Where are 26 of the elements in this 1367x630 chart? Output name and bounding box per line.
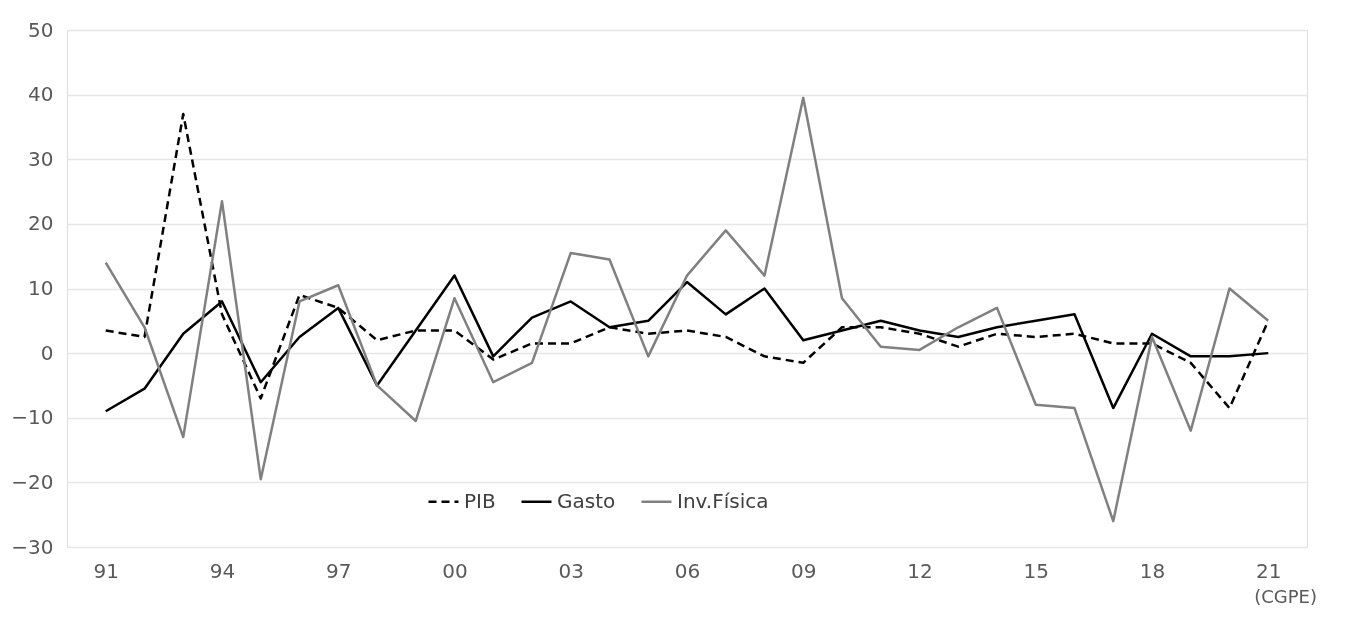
legend-label: Inv.Física <box>677 488 769 513</box>
x-tick-label: 18 <box>1139 558 1166 583</box>
x-tick-label: 15 <box>1023 558 1049 583</box>
x-tick-label: 97 <box>326 558 352 583</box>
y-tick-label: −10 <box>11 405 54 430</box>
y-tick-label: 50 <box>28 17 54 42</box>
y-tick-label: −20 <box>11 469 54 494</box>
x-tick-label: 03 <box>558 558 584 583</box>
y-tick-label: −30 <box>11 534 54 559</box>
y-tick-label: 0 <box>40 340 54 365</box>
x-tick-label: 21 <box>1256 558 1282 583</box>
line-series <box>104 96 1270 523</box>
x-tick-label: 00 <box>442 558 468 583</box>
line-series <box>104 112 1270 410</box>
y-tick-label: 10 <box>28 276 54 300</box>
y-tick-label: 30 <box>28 146 54 171</box>
legend-label: PIB <box>464 488 496 513</box>
x-tick-label: 91 <box>93 558 119 583</box>
y-tick-label: 20 <box>28 211 54 236</box>
x-tick-label: 06 <box>674 558 701 583</box>
x-tick-label: 09 <box>791 558 817 583</box>
x-tick-label: 12 <box>907 558 933 583</box>
legend-label: Gasto <box>557 488 616 513</box>
x-tick-label: 94 <box>209 558 236 583</box>
y-tick-label: 40 <box>28 82 54 107</box>
text: (CGPE) <box>1254 586 1317 607</box>
